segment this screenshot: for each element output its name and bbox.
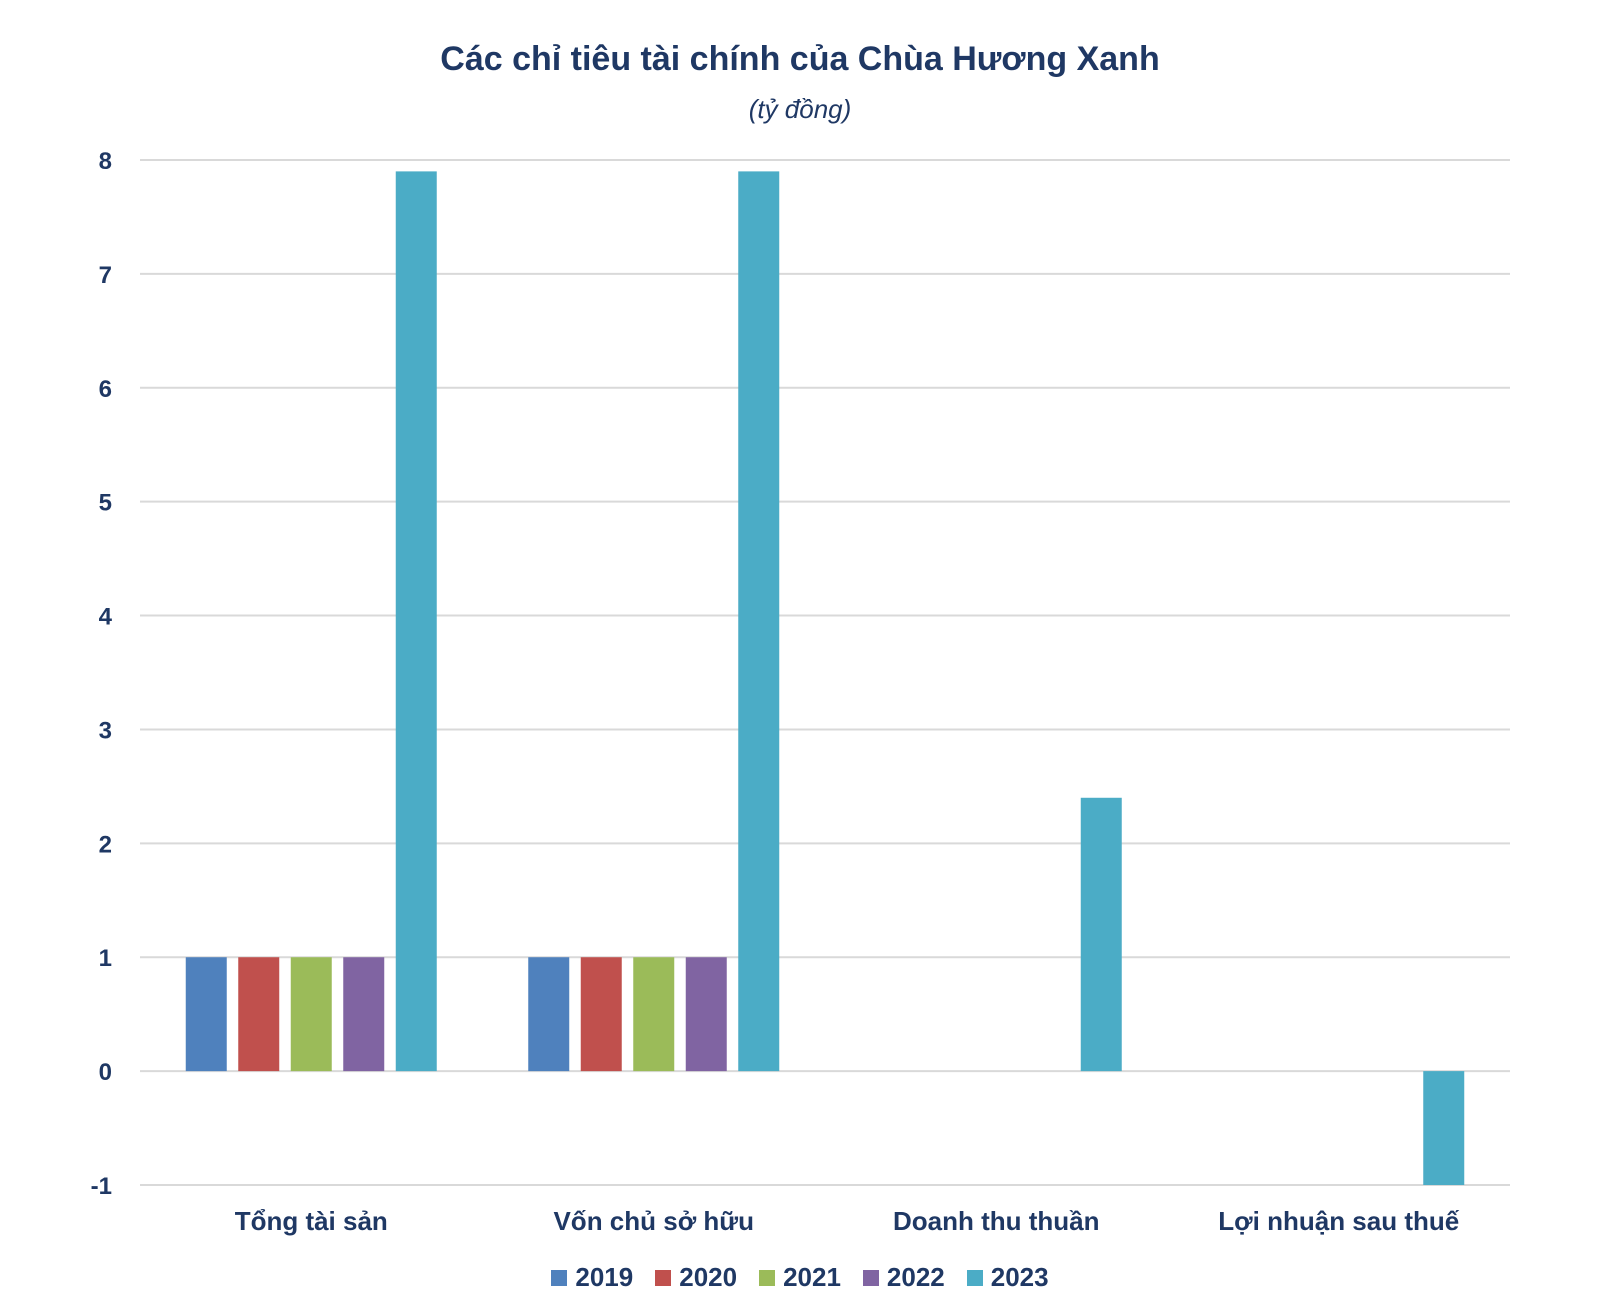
legend-swatch [759, 1269, 776, 1286]
legend-label: 2023 [990, 1262, 1049, 1292]
x-category-label: Tổng tài sản [235, 1206, 388, 1236]
y-tick-label: -1 [91, 1173, 112, 1200]
legend-swatch [655, 1269, 672, 1286]
legend-label: 2022 [886, 1262, 945, 1292]
legend-item-2023: 2023 [966, 1262, 1049, 1293]
legend-item-2021: 2021 [759, 1262, 841, 1293]
bar-2023-2 [1080, 797, 1122, 1072]
y-tick-label: 8 [99, 148, 112, 175]
bar-2021-0 [290, 957, 332, 1072]
y-tick-label: 5 [99, 490, 112, 517]
bar-2023-0 [395, 171, 437, 1072]
y-tick-label: 1 [99, 945, 112, 972]
legend-item-2022: 2022 [862, 1262, 945, 1293]
y-tick-label: 7 [99, 262, 112, 289]
legend-label: 2019 [575, 1262, 634, 1292]
y-tick-label: 0 [99, 1059, 112, 1086]
chart-subtitle: (tỷ đồng) [748, 94, 852, 124]
bar-chart: 8 7 6 5 4 3 2 1 0 -1 Tổng tài sản Vốn chủ sở hữu Doa… [91, 148, 1510, 1236]
legend: 2019 2020 2021 2022 2023 [0, 1262, 1600, 1293]
bar-2020-0 [238, 957, 280, 1072]
legend-swatch [966, 1269, 983, 1286]
legend-label: 2021 [783, 1262, 841, 1292]
y-tick-label: 4 [99, 604, 113, 631]
y-tick-label: 3 [99, 717, 112, 744]
x-category-label: Vốn chủ sở hữu [553, 1206, 754, 1236]
chart-title: Các chỉ tiêu tài chính của Chùa Hương Xa… [440, 40, 1160, 78]
bar-2023-1 [738, 171, 780, 1072]
bar-2022-1 [685, 957, 727, 1072]
bar-2019-1 [528, 957, 570, 1072]
bar-2019-0 [185, 957, 227, 1072]
bar-2020-1 [580, 957, 622, 1072]
legend-label: 2020 [679, 1262, 738, 1292]
bar-2022-0 [343, 957, 385, 1072]
legend-swatch [862, 1269, 879, 1286]
x-category-label: Lợi nhuận sau thuế [1218, 1206, 1459, 1236]
bar-2021-1 [633, 957, 675, 1072]
bar-2023-3 [1423, 1071, 1465, 1185]
legend-swatch [551, 1269, 568, 1286]
x-category-label: Doanh thu thuần [893, 1206, 1100, 1236]
legend-item-2020: 2020 [655, 1262, 737, 1293]
legend-item-2019: 2019 [551, 1262, 633, 1293]
y-tick-label: 2 [99, 831, 112, 858]
y-tick-label: 6 [99, 376, 112, 403]
